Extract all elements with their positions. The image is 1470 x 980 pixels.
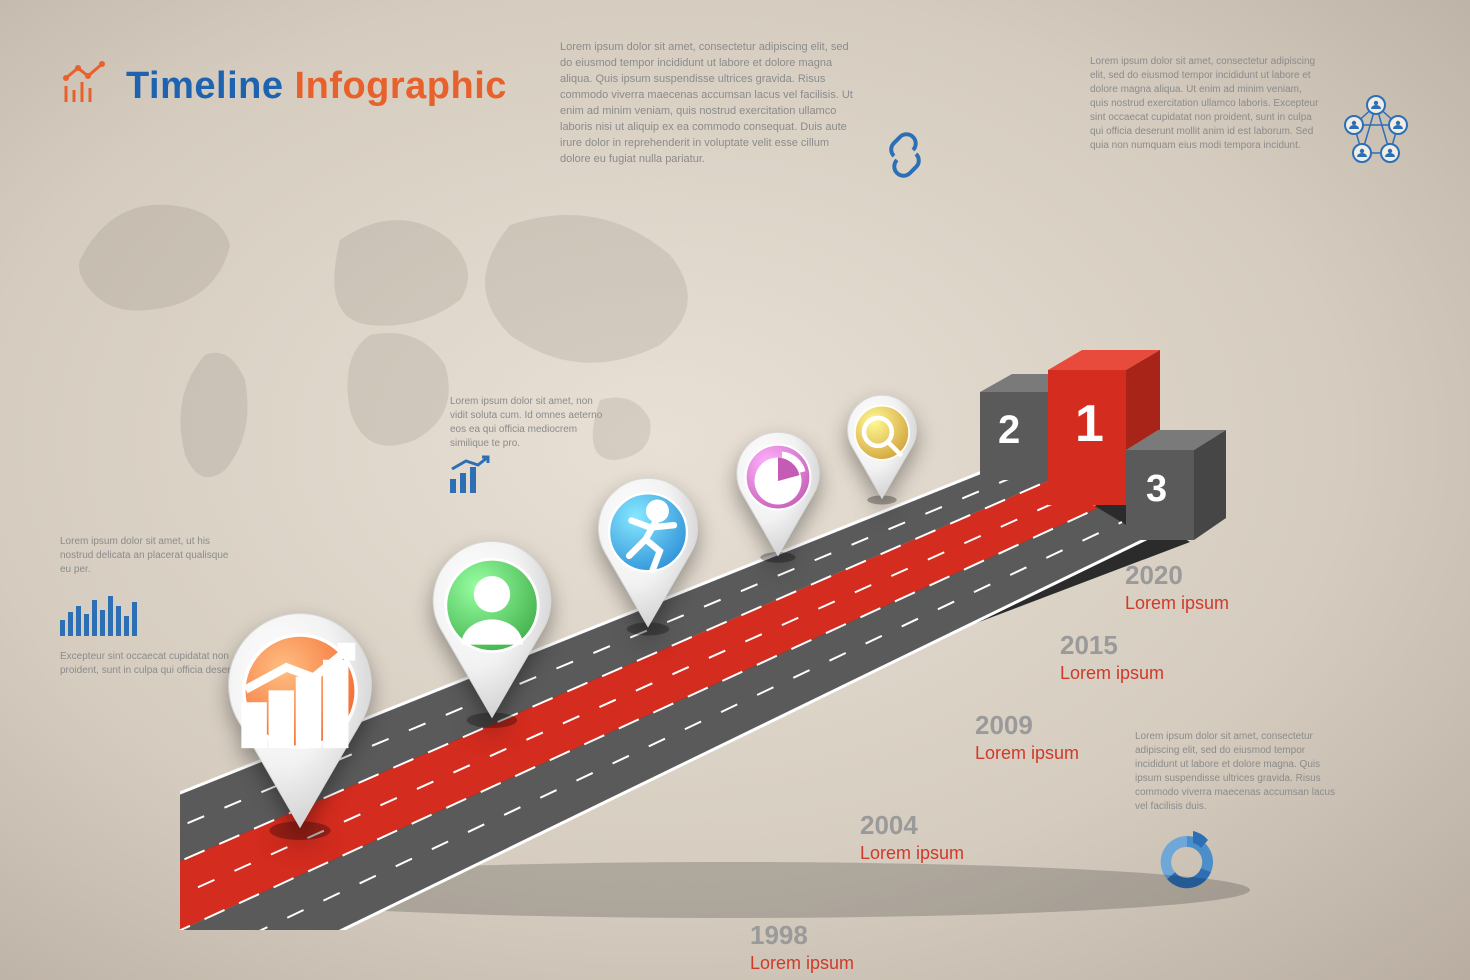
year-value: 2020 [1125,560,1229,591]
milestone-pin-2009 [589,478,707,637]
text-block-top-center: Lorem ipsum dolor sit amet, consectetur … [560,40,860,168]
milestone-pin-2015 [729,432,827,564]
year-caption: Lorem ipsum [860,843,964,864]
link-icon [880,130,930,185]
year-value: 1998 [750,920,854,951]
title-chart-icon [60,60,108,113]
text-block-top-right: Lorem ipsum dolor sit amet, consectetur … [1090,55,1320,153]
milestone-pin-2020 [841,395,923,506]
title-block: Timeline Infographic [60,60,507,113]
podium-block-3 [1126,430,1226,540]
year-label-2020: 2020 Lorem ipsum [1125,560,1229,614]
infographic-canvas: Timeline Infographic Lorem ipsum dolor s… [0,0,1470,980]
year-label-2004: 2004 Lorem ipsum [860,810,964,864]
year-caption: Lorem ipsum [975,743,1079,764]
year-caption: Lorem ipsum [750,953,854,974]
year-value: 2015 [1060,630,1164,661]
year-caption: Lorem ipsum [1125,593,1229,614]
year-value: 2009 [975,710,1079,741]
milestone-pin-2004 [422,541,562,730]
year-label-2009: 2009 Lorem ipsum [975,710,1079,764]
podium-number-1: 1 [1075,394,1104,454]
network-icon [1340,95,1412,172]
bars-icon [60,592,140,643]
road-stage: 2 1 3 [180,330,1280,930]
year-caption: Lorem ipsum [1060,663,1164,684]
year-value: 2004 [860,810,964,841]
page-title: Timeline Infographic [126,65,507,108]
podium-number-3: 3 [1146,468,1167,511]
year-label-1998: 1998 Lorem ipsum [750,920,854,974]
podium-number-2: 2 [998,408,1020,453]
year-label-2015: 2015 Lorem ipsum [1060,630,1164,684]
milestone-pin-1998 [215,613,385,843]
